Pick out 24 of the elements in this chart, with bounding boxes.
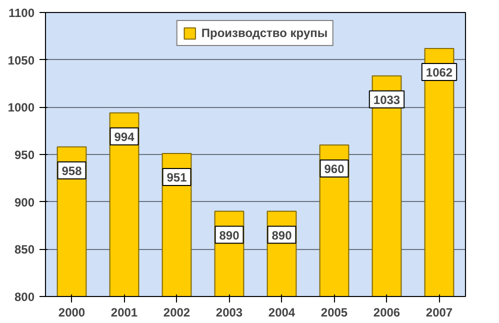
data-label: 1062 xyxy=(426,65,453,80)
data-label: 951 xyxy=(166,170,188,185)
y-tick-label: 850 xyxy=(14,242,35,257)
y-tick-label: 1100 xyxy=(8,6,35,20)
legend-label: Производство крупы xyxy=(201,26,328,40)
x-tick-label: 2007 xyxy=(426,306,453,320)
x-tick-label: 2002 xyxy=(163,306,190,320)
data-label: 960 xyxy=(324,162,345,176)
y-tick-label: 900 xyxy=(14,195,35,210)
data-label: 890 xyxy=(272,228,292,242)
y-tick-label: 1050 xyxy=(8,53,35,68)
x-tick-label: 2006 xyxy=(373,306,400,320)
data-label: 890 xyxy=(219,228,240,242)
x-tick-label: 2001 xyxy=(110,306,138,320)
data-label: 1033 xyxy=(373,92,400,107)
x-tick-label: 2005 xyxy=(320,306,348,320)
data-label: 958 xyxy=(62,164,82,178)
x-tick-label: 2004 xyxy=(268,306,296,320)
data-label: 994 xyxy=(114,130,135,144)
y-tick-label: 800 xyxy=(14,290,35,304)
x-tick-label: 2003 xyxy=(216,306,243,320)
y-tick-label: 950 xyxy=(14,148,35,162)
y-tick-label: 1000 xyxy=(8,100,35,115)
x-tick-label: 2000 xyxy=(58,306,86,320)
